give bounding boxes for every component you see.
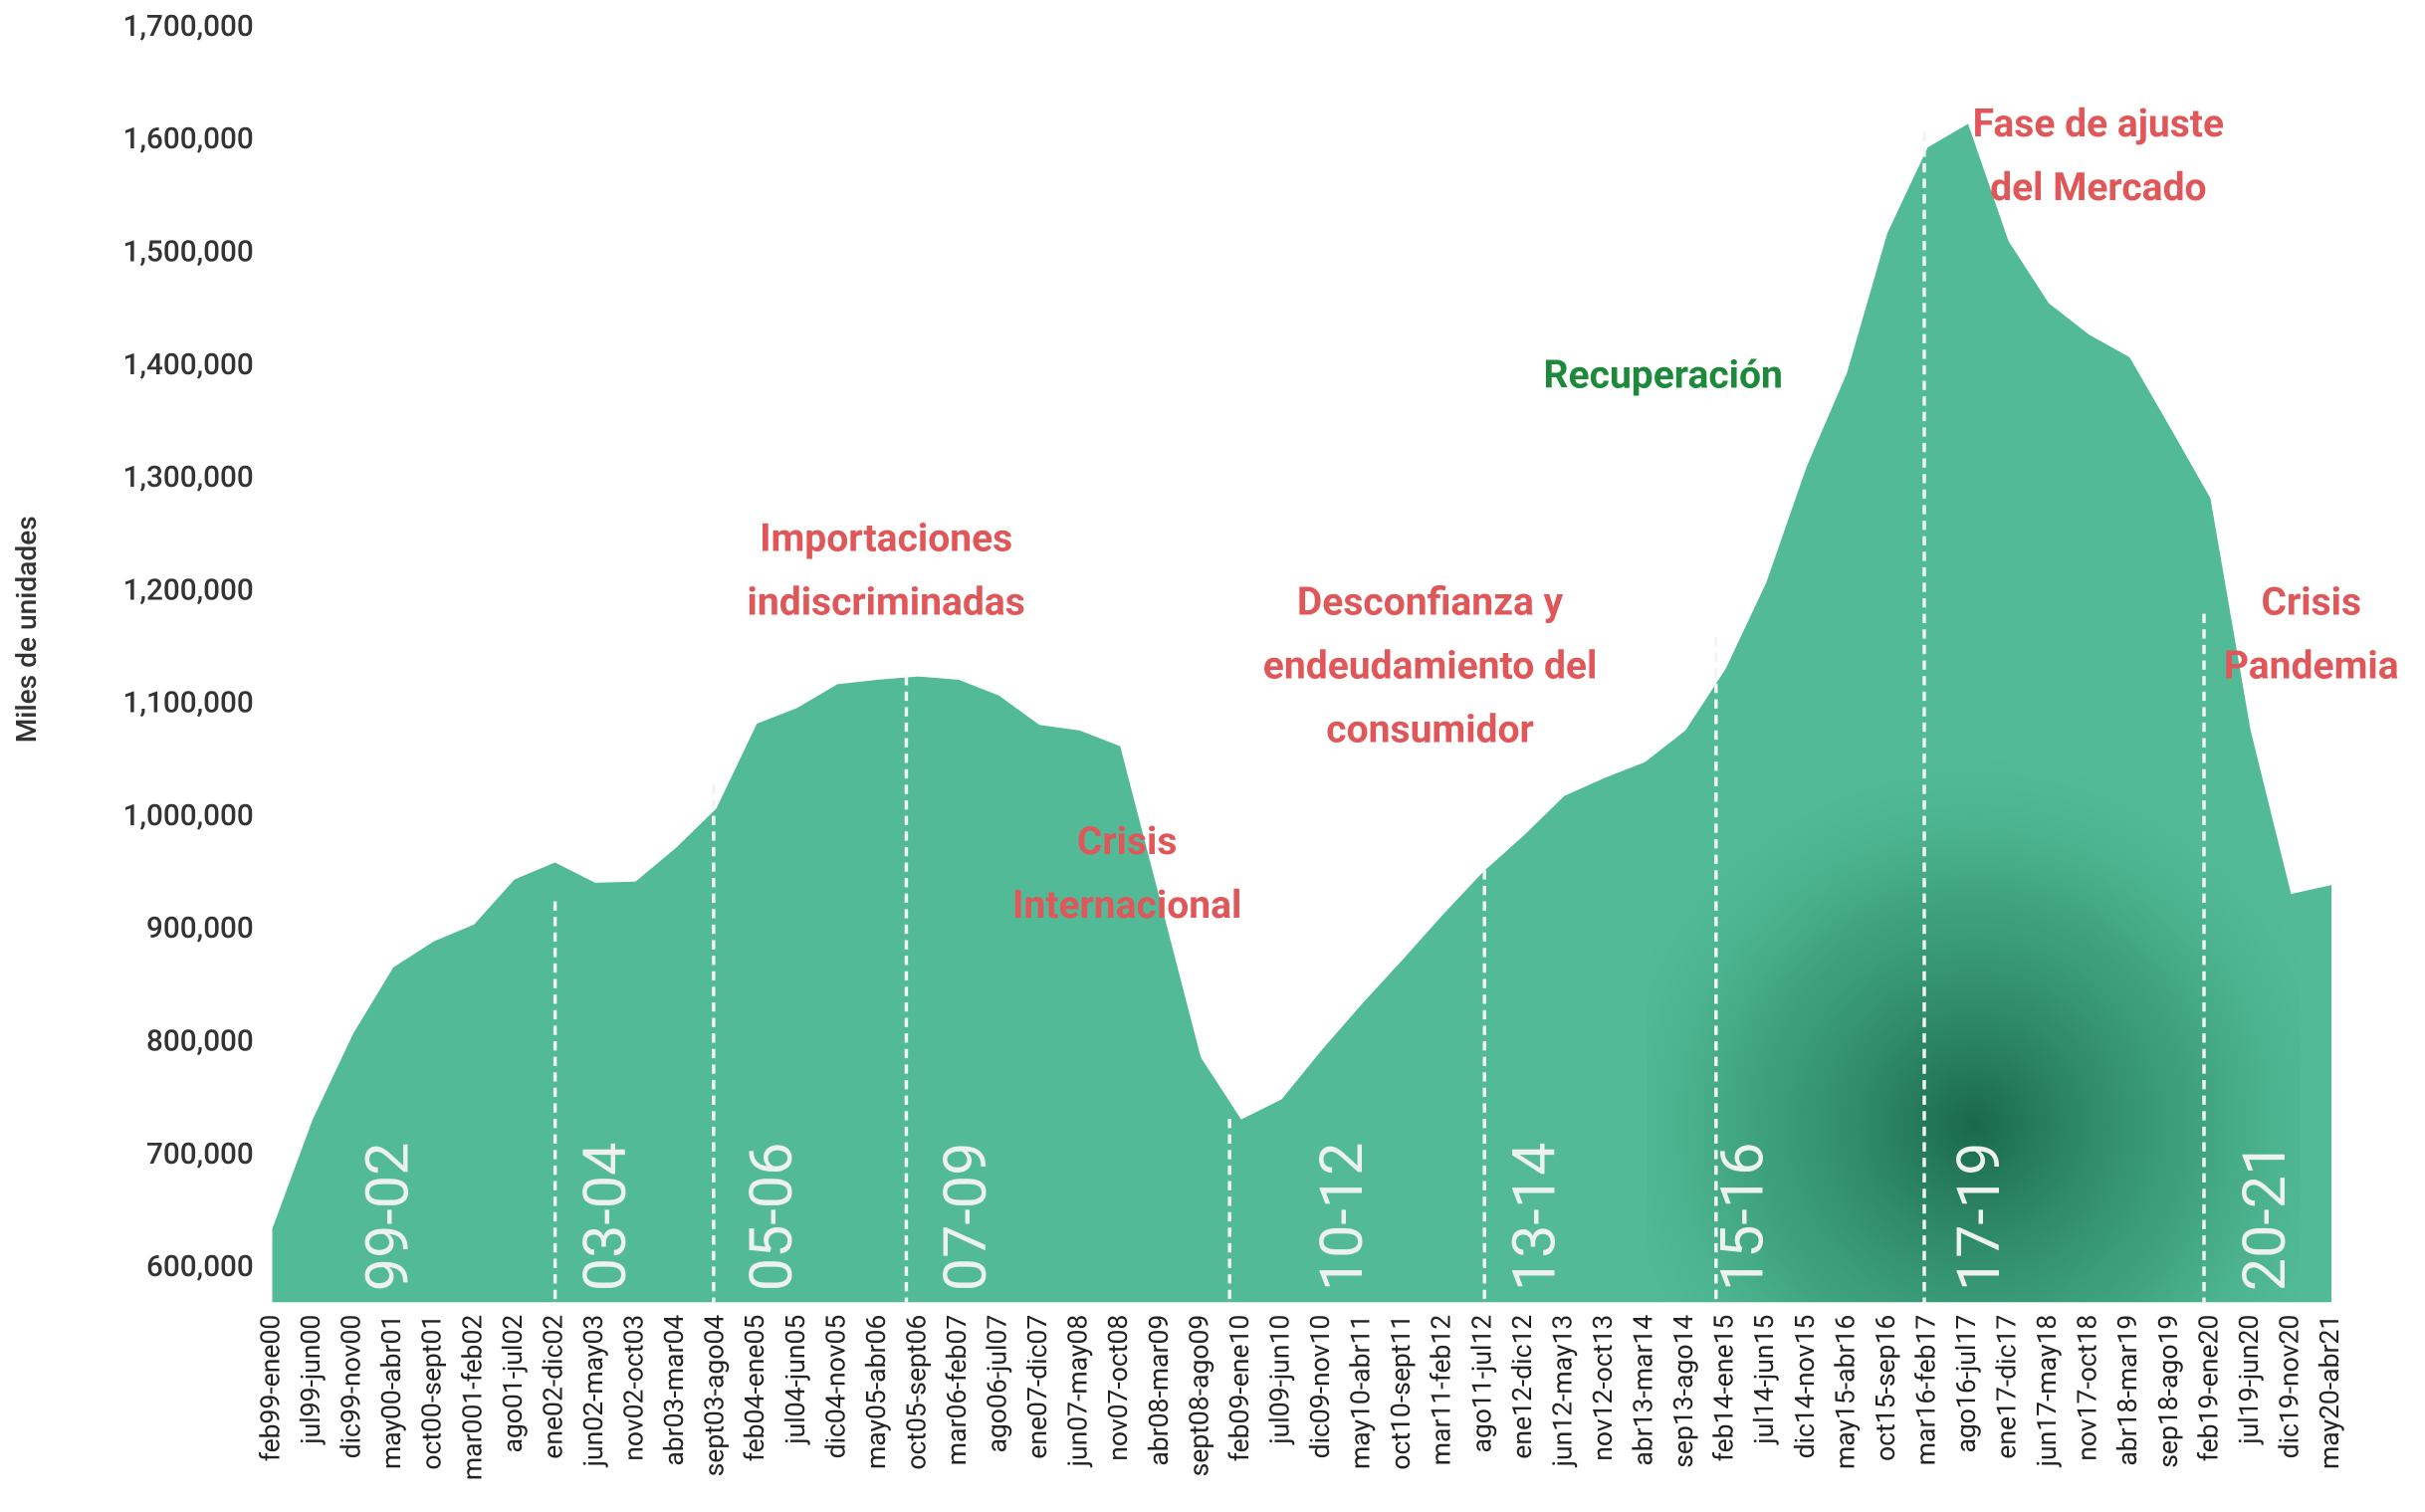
- x-tick-label: jul19-jun20: [2234, 1315, 2265, 1445]
- x-tick-label: jul04-jun05: [780, 1315, 811, 1445]
- x-tick-label: ene12-dic12: [1507, 1315, 1538, 1459]
- annotation: Recuperación: [1544, 352, 1783, 398]
- y-tick-label: 1,000,000: [123, 798, 254, 833]
- x-tick-label: jul09-jun10: [1265, 1315, 1296, 1445]
- x-tick-label: may20-abr21: [2315, 1315, 2345, 1469]
- x-tick-label: ago06-jul07: [983, 1315, 1013, 1453]
- period-label: 17-19: [1945, 1143, 2014, 1292]
- x-tick-label: feb99-ene00: [256, 1315, 287, 1462]
- annotation: Desconfianza y: [1297, 579, 1564, 625]
- period-label: 13-14: [1501, 1143, 1570, 1292]
- period-label: 99-02: [353, 1143, 422, 1292]
- x-tick-label: oct15-sep16: [1871, 1315, 1901, 1461]
- x-tick-label: mar06-feb07: [942, 1315, 973, 1465]
- x-tick-label: feb04-ene05: [740, 1315, 771, 1462]
- y-tick-label: 1,100,000: [123, 686, 254, 721]
- annotation: endeudamiento del: [1263, 643, 1598, 689]
- x-tick-label: abr03-mar04: [659, 1315, 690, 1466]
- x-tick-label: jul14-jun15: [1749, 1315, 1780, 1445]
- x-tick-label: jul99-jun00: [296, 1315, 327, 1445]
- annotation: Pandemia: [2224, 643, 2399, 689]
- x-tick-label: nov17-oct18: [2073, 1315, 2103, 1461]
- x-tick-label: mar11-feb12: [1427, 1315, 1457, 1465]
- y-tick-label: 1,700,000: [123, 9, 254, 44]
- annotation: Crisis: [1077, 818, 1178, 864]
- x-tick-label: feb09-ene10: [1224, 1315, 1255, 1462]
- x-tick-label: may00-abr01: [376, 1315, 407, 1469]
- x-tick-label: dic19-nov20: [2274, 1315, 2305, 1459]
- x-tick-label: may10-abr11: [1346, 1315, 1377, 1469]
- x-tick-label: sept03-ago04: [700, 1315, 731, 1477]
- x-tick-label: jun07-may08: [1063, 1315, 1094, 1468]
- x-tick-label: oct05-sept06: [901, 1315, 932, 1470]
- x-tick-label: mar001-feb02: [457, 1315, 488, 1480]
- x-tick-label: ago16-jul17: [1951, 1315, 1982, 1453]
- x-tick-label: nov02-oct03: [619, 1315, 650, 1461]
- x-tick-label: jun12-may13: [1547, 1315, 1578, 1468]
- period-label: 15-16: [1709, 1143, 1778, 1292]
- x-tick-label: mar16-feb17: [1910, 1315, 1941, 1465]
- y-tick-label: 1,400,000: [123, 347, 254, 382]
- annotation: Internacional: [1012, 882, 1241, 928]
- x-tick-label: nov12-oct13: [1588, 1315, 1619, 1461]
- x-tick-label: ene17-dic17: [1992, 1315, 2023, 1459]
- x-tick-label: feb19-ene20: [2193, 1315, 2224, 1462]
- y-tick-label: 1,300,000: [123, 460, 254, 495]
- y-tick-label: 700,000: [146, 1137, 254, 1172]
- x-tick-label: sep18-ago19: [2153, 1315, 2184, 1468]
- annotation: indiscriminadas: [748, 579, 1025, 625]
- photo-shade: [1648, 668, 2301, 1303]
- x-tick-label: dic99-nov00: [336, 1315, 367, 1459]
- x-tick-label: ago01-jul02: [498, 1315, 529, 1453]
- x-tick-label: ene07-dic07: [1022, 1315, 1053, 1459]
- period-label: 20-21: [2231, 1143, 2300, 1292]
- period-label: 07-09: [932, 1143, 1000, 1292]
- annotation: Fase de ajuste: [1973, 101, 2224, 146]
- period-label: 03-04: [571, 1143, 640, 1292]
- x-tick-label: sept08-ago09: [1184, 1315, 1214, 1477]
- x-tick-label: jun02-may03: [578, 1315, 609, 1468]
- x-tick-label: ene02-dic02: [538, 1315, 568, 1459]
- y-tick-label: 1,500,000: [123, 235, 254, 270]
- x-tick-label: abr18-mar19: [2112, 1315, 2143, 1466]
- x-tick-label: abr13-mar14: [1629, 1315, 1659, 1466]
- annotation: del Mercado: [1990, 164, 2206, 210]
- x-tick-label: oct10-sept11: [1386, 1315, 1417, 1470]
- y-tick-label: 600,000: [146, 1249, 254, 1284]
- y-tick-label: 900,000: [146, 911, 254, 946]
- x-tick-label: oct00-sept01: [417, 1315, 448, 1470]
- annotation: Importaciones: [760, 516, 1012, 561]
- x-tick-label: sep13-ago14: [1668, 1315, 1699, 1468]
- annotation: Crisis: [2261, 579, 2361, 625]
- x-tick-label: dic09-nov10: [1305, 1315, 1336, 1459]
- x-tick-label: ago11-jul12: [1466, 1315, 1497, 1453]
- x-tick-label: may15-abr16: [1830, 1315, 1861, 1469]
- y-tick-label: 1,200,000: [123, 572, 254, 607]
- x-tick-label: feb14-ene15: [1709, 1315, 1740, 1462]
- y-tick-label: 1,600,000: [123, 121, 254, 156]
- period-label: 05-06: [738, 1143, 806, 1292]
- x-tick-label: may05-abr06: [861, 1315, 892, 1469]
- y-tick-label: 800,000: [146, 1024, 254, 1059]
- x-tick-label: jun17-may18: [2032, 1315, 2063, 1468]
- x-tick-label: abr08-mar09: [1144, 1315, 1175, 1466]
- x-tick-label: dic14-nov15: [1790, 1315, 1821, 1459]
- period-label: 10-12: [1308, 1143, 1377, 1292]
- x-tick-label: dic04-nov05: [820, 1315, 851, 1459]
- x-tick-label: nov07-oct08: [1103, 1315, 1134, 1461]
- annotation: consumidor: [1326, 707, 1534, 753]
- y-axis-label: Miles de unidades: [10, 516, 43, 743]
